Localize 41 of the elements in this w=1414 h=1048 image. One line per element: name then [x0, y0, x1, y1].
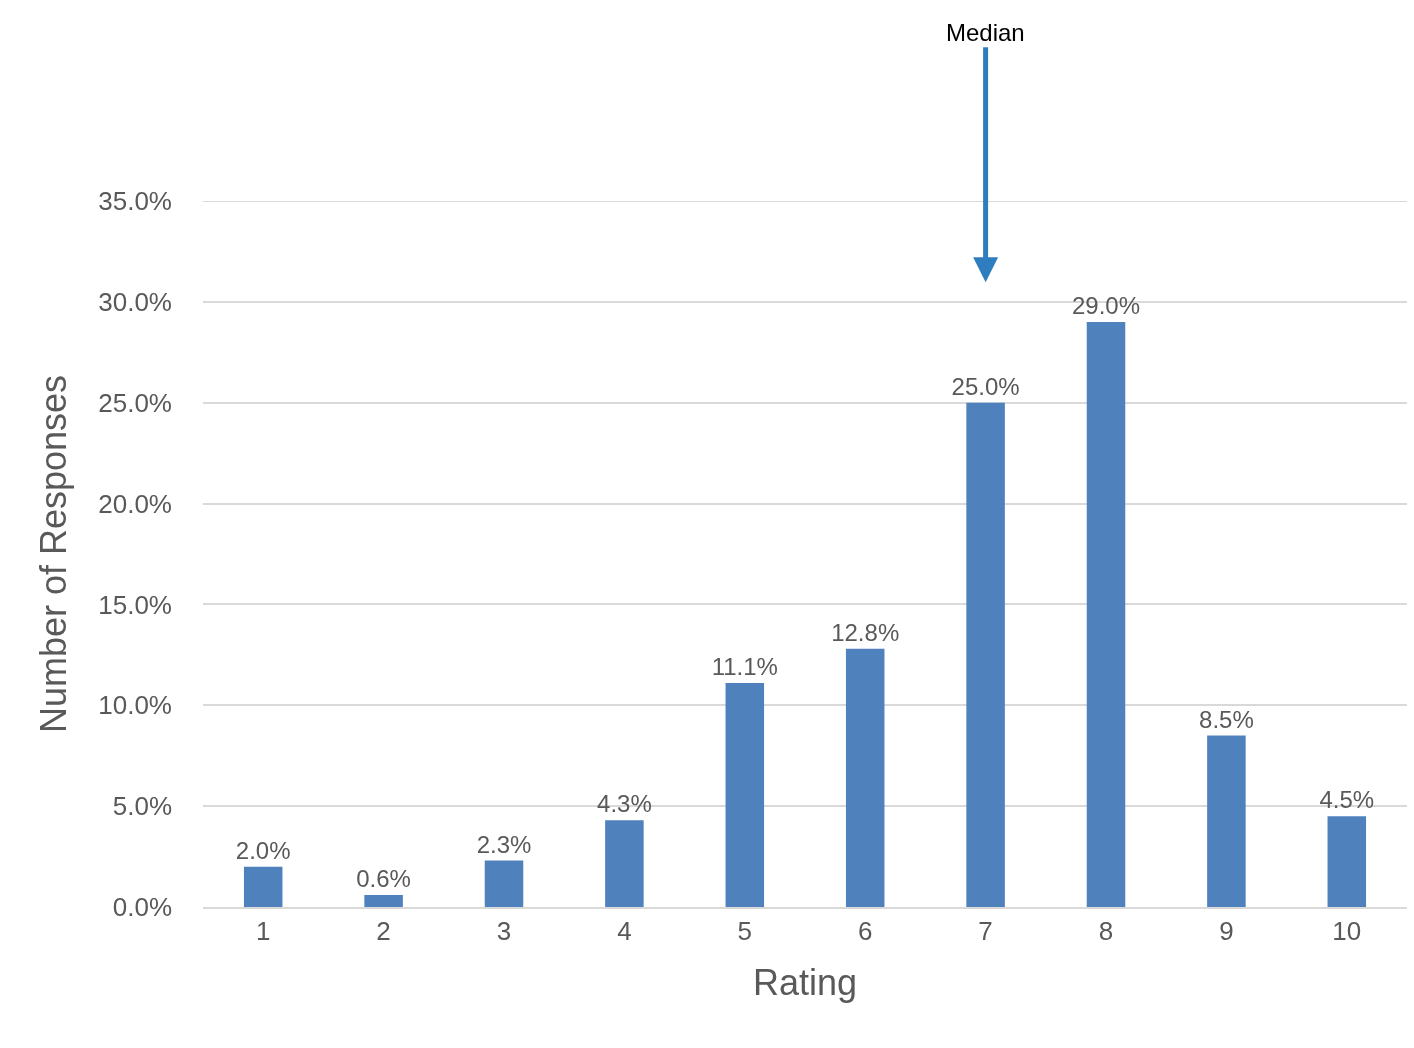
bar — [1207, 735, 1246, 907]
x-tick-label: 10 — [1332, 916, 1362, 947]
bar — [605, 820, 644, 907]
y-axis-title: Number of Responses — [33, 374, 75, 734]
bar — [364, 894, 403, 907]
data-label: 2.0% — [235, 836, 291, 864]
bar — [1327, 816, 1367, 907]
data-label: 11.1% — [711, 653, 778, 681]
y-tick-label: 0.0% — [112, 892, 172, 923]
y-tick-label: 30.0% — [98, 286, 172, 317]
bar — [243, 866, 283, 907]
x-tick-label: 7 — [978, 916, 993, 947]
x-tick-label: 1 — [255, 916, 271, 947]
x-tick-label: 3 — [496, 916, 512, 947]
bar — [725, 683, 765, 907]
data-label: 8.5% — [1199, 705, 1254, 733]
x-tick-label: 5 — [737, 916, 753, 947]
data-label: 2.3% — [476, 830, 532, 858]
data-label: 25.0% — [951, 372, 1020, 400]
data-label: 4.3% — [597, 790, 652, 818]
data-label: 0.6% — [356, 864, 411, 892]
y-tick-label: 5.0% — [112, 791, 172, 822]
x-axis-title: Rating — [752, 962, 858, 1004]
y-tick-label: 20.0% — [98, 488, 172, 519]
y-tick-label: 25.0% — [98, 387, 172, 418]
y-tick-label: 10.0% — [98, 690, 172, 721]
bar — [1086, 322, 1126, 907]
y-tick-label: 35.0% — [98, 186, 172, 217]
data-label: 29.0% — [1071, 292, 1141, 320]
x-tick-label: 8 — [1098, 916, 1114, 947]
x-tick-label: 6 — [857, 916, 873, 947]
data-label: 12.8% — [831, 618, 900, 646]
x-tick-label: 2 — [376, 916, 391, 947]
y-tick-label: 15.0% — [98, 589, 172, 620]
bar — [845, 648, 885, 907]
x-tick-label: 4 — [617, 916, 632, 947]
x-tick-label: 9 — [1219, 916, 1234, 947]
bar — [484, 860, 524, 907]
data-label: 4.5% — [1319, 786, 1375, 814]
text: Median — [946, 19, 1025, 46]
bar — [966, 402, 1005, 907]
